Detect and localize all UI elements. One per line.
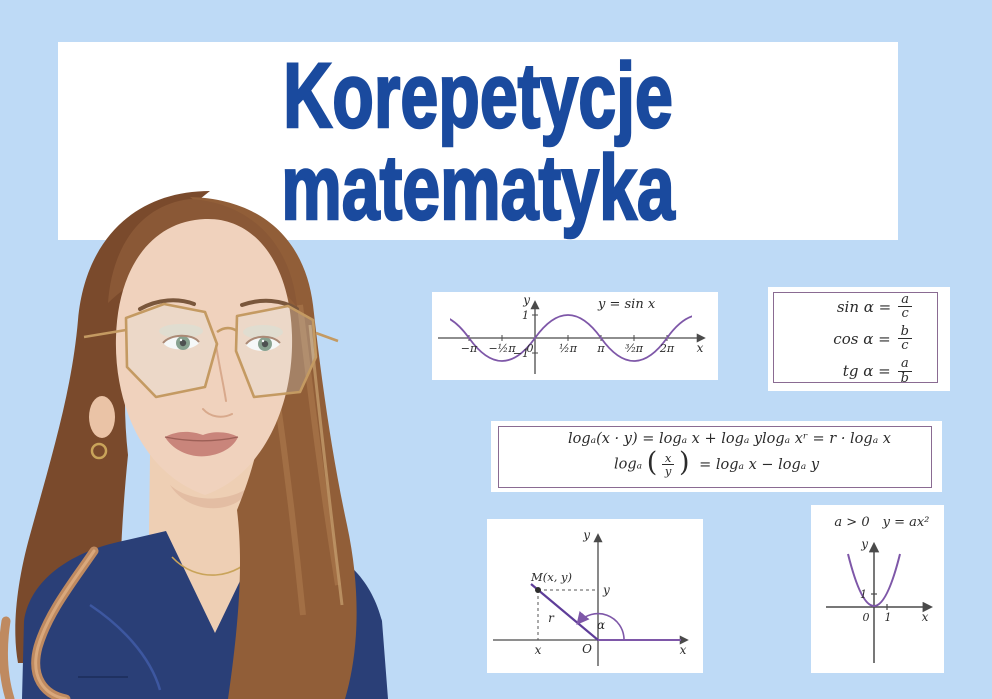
glasses [83, 302, 339, 399]
parabola-graph: a > 0 y = ax² y x 0 1 1 [826, 515, 934, 663]
y-axis-label: y [582, 528, 590, 542]
origin-label: 0 [863, 611, 870, 624]
x-tick-label: 0 [527, 342, 534, 355]
hair-front-right [190, 197, 357, 699]
eye-glint-left [179, 338, 183, 342]
formula-prefix: logₐ [613, 456, 643, 473]
sine-graph-card: y = sin x −π −½π 0 ½π π ³⁄₂π 2π x 1 −1 y [432, 292, 718, 380]
trig-card-frame [773, 292, 938, 383]
glasses-left-lens [124, 302, 219, 399]
mouth-line [164, 436, 239, 442]
radius-segment [530, 583, 599, 641]
x-tick-label: π [596, 342, 605, 355]
face [115, 218, 293, 495]
x-tick-label: −π [461, 342, 478, 355]
y-axis-label: y [522, 293, 530, 307]
eyeshadow-left [159, 324, 203, 338]
eyelids [162, 334, 281, 345]
trig-formula-sin: sin α = a c [768, 293, 950, 321]
fraction-denominator: b [900, 370, 909, 386]
glasses-bridge [216, 326, 238, 334]
fraction-numerator: x [661, 452, 675, 466]
fraction-denominator: c [901, 306, 909, 322]
origin-label: O [582, 642, 592, 656]
log-product-formula: logₐ(x · y) = logₐ x + logₐ y [568, 431, 763, 447]
y-tick-label: 1 [860, 588, 867, 601]
trig-formulas-card: sin α = a c cos α = b c tg α = a b [768, 287, 950, 391]
tick-marks [871, 593, 888, 610]
y-projection-label: y [602, 583, 610, 597]
parabola-equation: y = ax² [882, 515, 930, 530]
sine-graph: y = sin x −π −½π 0 ½π π ³⁄₂π 2π x 1 −1 y [438, 293, 706, 374]
fraction-denominator: c [901, 338, 909, 354]
stethoscope-highlight [34, 549, 96, 699]
fraction-numerator: a [898, 293, 912, 308]
fraction: a c [898, 293, 912, 321]
sine-title: y = sin x [597, 297, 656, 312]
y-tick-label: 1 [522, 309, 529, 322]
nose [202, 344, 233, 418]
y-tick-label: −1 [513, 347, 529, 360]
open-paren: ( [646, 446, 658, 478]
hoop-earring [90, 442, 108, 460]
x-tick-label: 1 [885, 611, 892, 624]
tutor-portrait-photo [0, 191, 388, 699]
x-tick-label: 2π [659, 342, 675, 355]
x-axis-label: x [697, 341, 704, 355]
eyebrows [138, 298, 299, 311]
pupil-right [261, 340, 269, 348]
close-paren: ) [678, 446, 690, 478]
log-power-formula: logₐ xʳ = r · logₐ x [762, 431, 891, 447]
fraction-numerator: a [897, 357, 912, 372]
pupil-left [179, 339, 187, 347]
angle-diagram-card: M(x, y) r α O x y x y [487, 519, 703, 673]
parabola-card: a > 0 y = ax² y x 0 1 1 [811, 505, 944, 673]
y-axis-label: y [860, 537, 868, 551]
fraction: x y [661, 452, 675, 479]
trig-formula-cos: cos α = b c [768, 325, 950, 353]
ear [89, 396, 115, 438]
formula-suffix: = logₐ x − logₐ y [699, 456, 820, 473]
x-tick-label: ½π [559, 342, 578, 355]
x-tick-label: ³⁄₂π [625, 342, 644, 355]
log-card-frame [498, 426, 932, 488]
parabola-curve [847, 553, 901, 607]
fraction-denominator: y [664, 464, 672, 479]
point-label: M(x, y) [530, 570, 572, 584]
glasses-right-lens [234, 304, 318, 399]
fraction: a b [897, 357, 912, 386]
trig-formula-tg: tg α = a b [768, 357, 950, 385]
point-M [535, 587, 541, 593]
formula-lhs: tg α = [842, 362, 891, 381]
title-line-1: Korepetycje [282, 45, 674, 147]
log-quotient-formula: logₐ ( x y ) = logₐ x − logₐ y [491, 449, 942, 479]
neck-shadow [170, 485, 252, 509]
lips [165, 431, 238, 457]
angle-arc [576, 611, 625, 641]
glasses-temples [83, 328, 339, 343]
log-formulas-card: logₐ(x · y) = logₐ x + logₐ y logₐ xʳ = … [491, 421, 942, 492]
x-axis-label: x [922, 610, 929, 624]
x-tick-label: −½π [488, 342, 516, 355]
angle-diagram: M(x, y) r α O x y x y [493, 528, 689, 666]
title-line-2: matematyka [280, 137, 675, 239]
eyeshadow-right [243, 325, 283, 339]
formula-lhs: cos α = [833, 329, 891, 348]
fraction-numerator: b [897, 325, 912, 340]
eye-glint-right [261, 339, 265, 343]
trig-formula-list: sin α = a c cos α = b c tg α = a b [768, 287, 950, 391]
projection-dashed-lines [537, 589, 598, 640]
radius-label: r [548, 611, 555, 625]
parabola-condition: a > 0 [834, 515, 869, 530]
fraction: b c [897, 325, 912, 354]
angle-label: α [597, 618, 605, 632]
formula-lhs: sin α = [836, 297, 892, 316]
sine-curve [450, 314, 692, 362]
x-projection-label: x [535, 643, 542, 657]
x-axis-label: x [680, 643, 687, 657]
